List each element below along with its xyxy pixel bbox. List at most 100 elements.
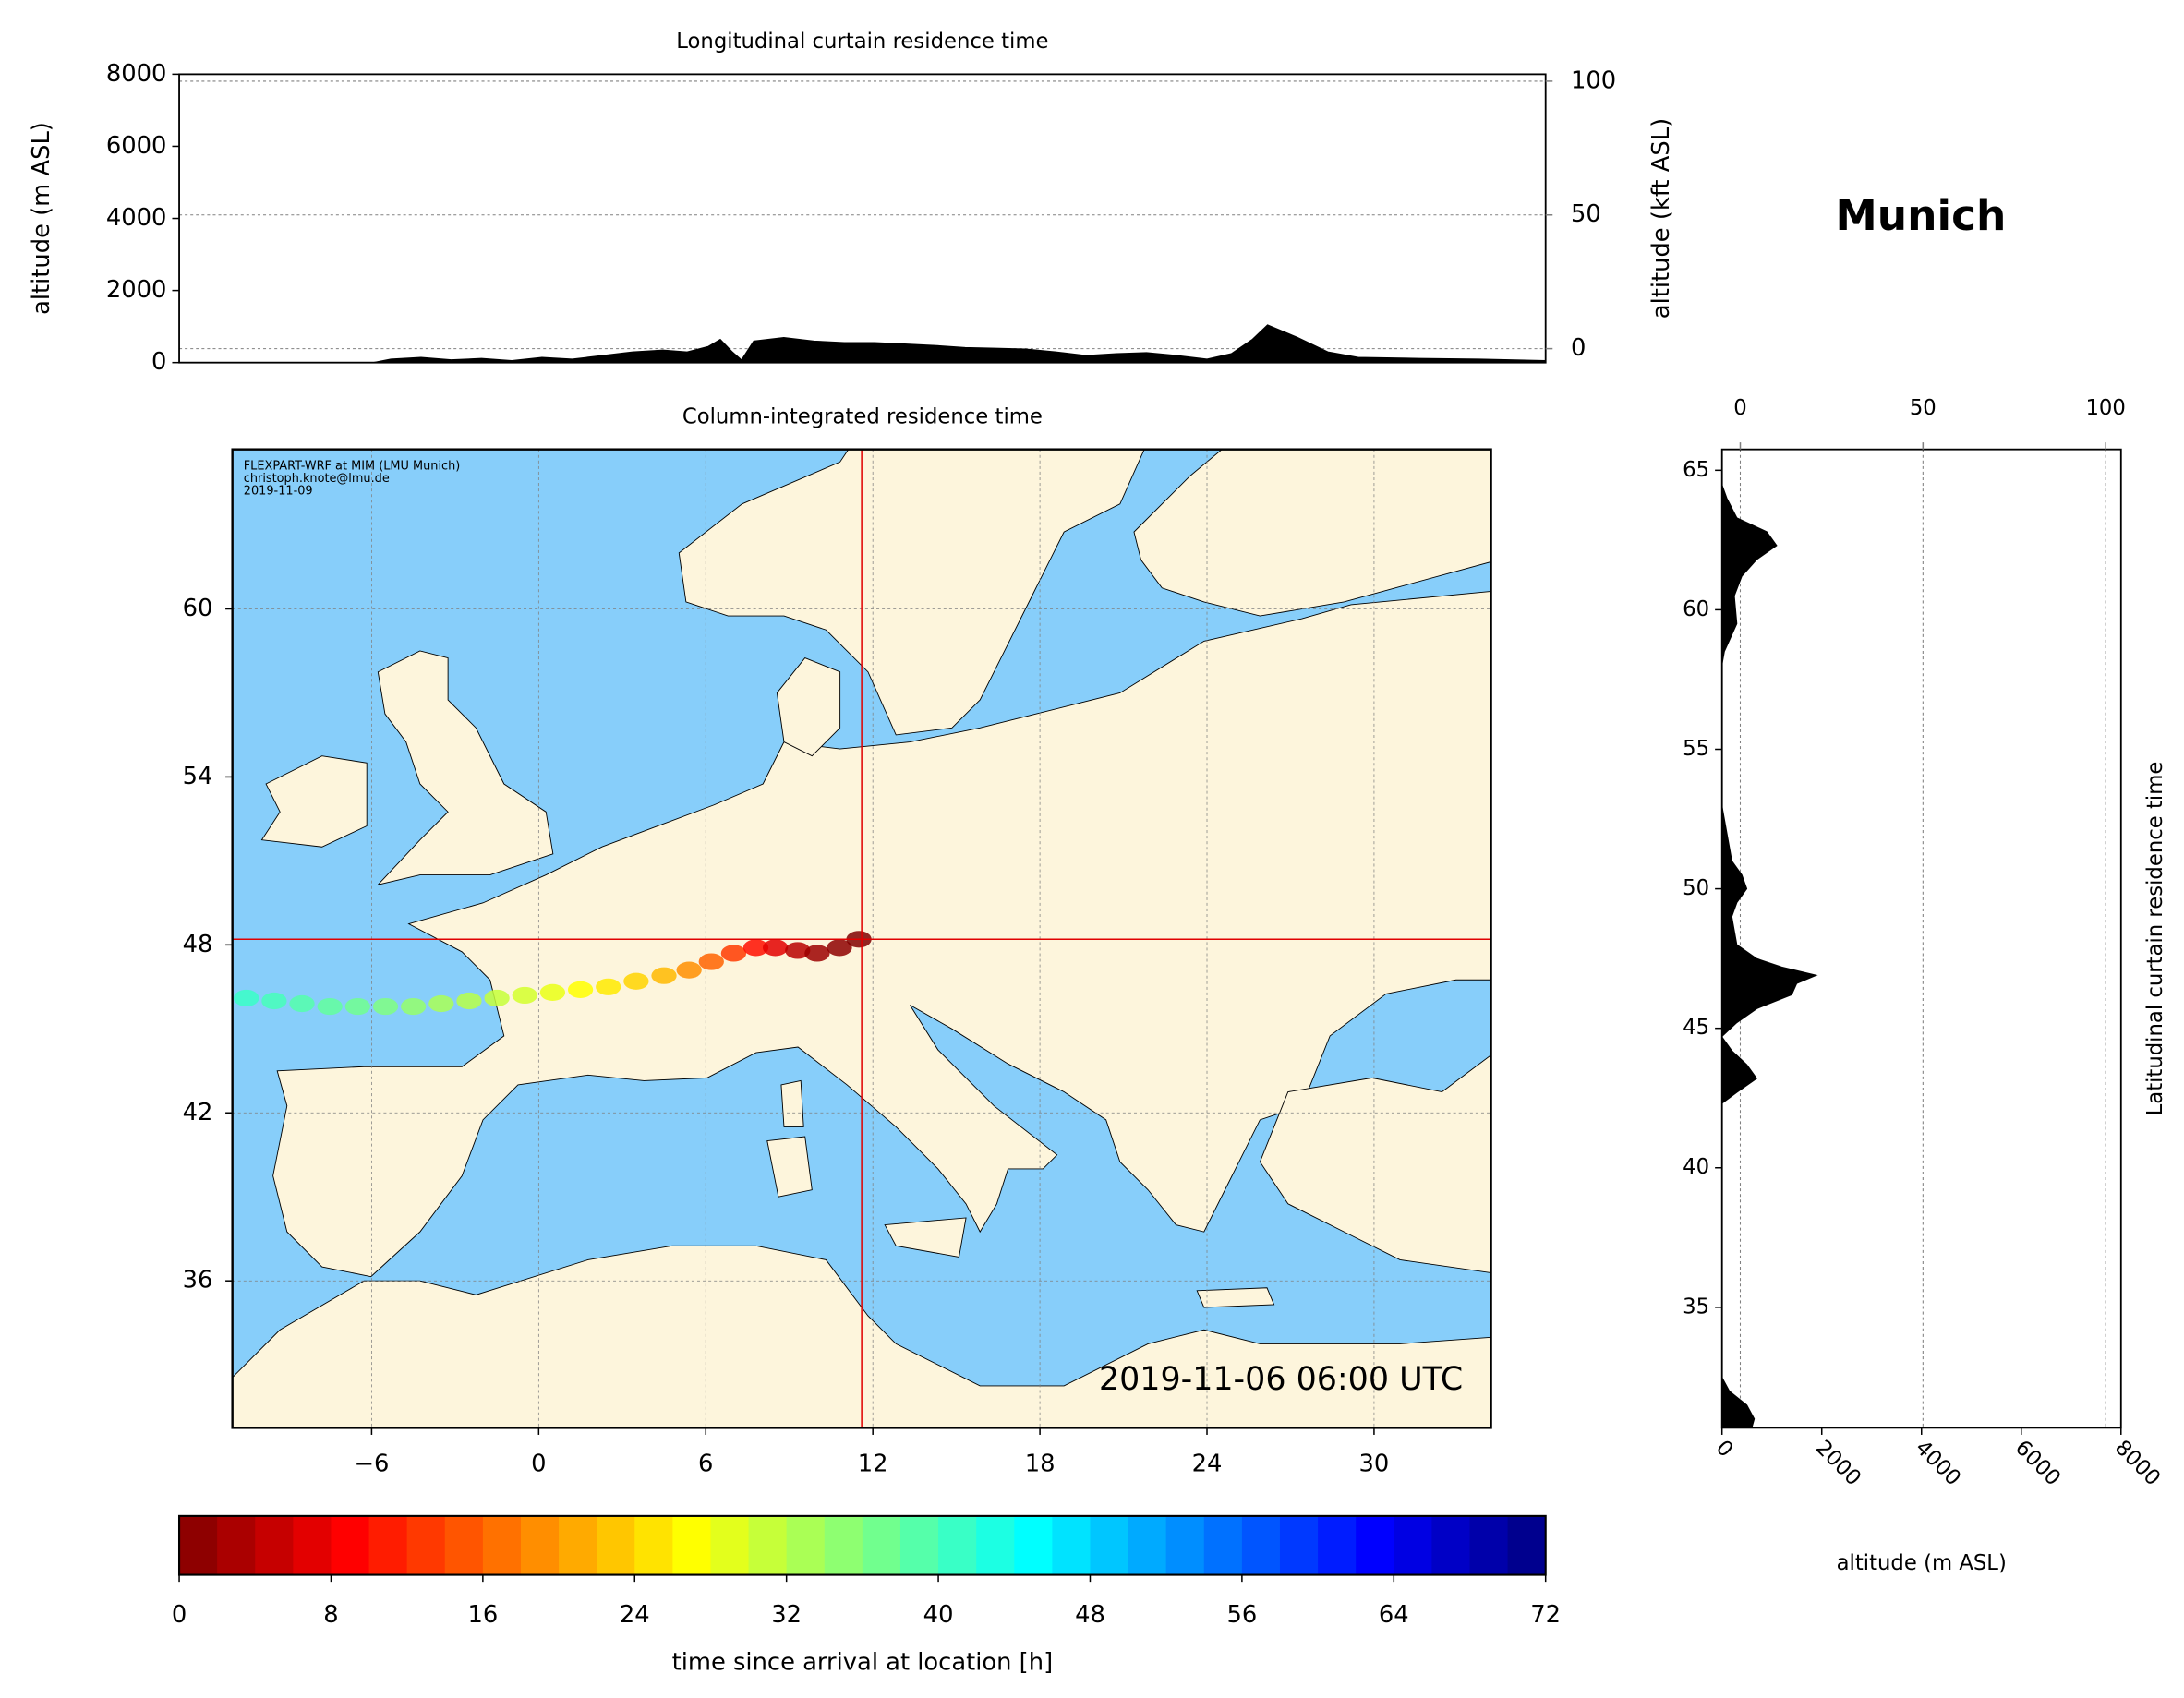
colorbar-step xyxy=(748,1515,788,1575)
colorbar-step xyxy=(217,1515,257,1575)
trajectory-point xyxy=(401,997,427,1016)
trajectory-point xyxy=(372,997,399,1016)
land xyxy=(766,1136,813,1198)
trajectory-point xyxy=(596,978,621,995)
colorbar-step xyxy=(672,1515,712,1575)
figure-title: Munich xyxy=(1836,191,2007,240)
x2-tick-label: 0 xyxy=(1733,396,1746,420)
credit-line: 2019-11-09 xyxy=(244,485,313,499)
x-tick-label: 8000 xyxy=(2110,1436,2165,1490)
trajectory-point xyxy=(344,997,370,1016)
colorbar-step xyxy=(1241,1515,1281,1575)
colorbar-step xyxy=(1318,1515,1357,1575)
colorbar-step xyxy=(406,1515,446,1575)
land xyxy=(776,657,841,757)
colorbar-step xyxy=(368,1515,408,1575)
frame xyxy=(231,448,1492,1429)
colorbar-step xyxy=(1431,1515,1471,1575)
trajectory-point xyxy=(676,961,702,979)
y2-tick-label: 0 xyxy=(1571,334,1586,362)
frame xyxy=(177,1514,1547,1576)
credit-line: FLEXPART-WRF at MIM (LMU Munich) xyxy=(244,459,461,473)
trajectory-point xyxy=(785,942,811,959)
colorbar-step xyxy=(597,1515,636,1575)
colorbar-step xyxy=(1165,1515,1205,1575)
trajectory-point xyxy=(317,997,343,1016)
land xyxy=(1133,449,1491,617)
x2-tick-label: 100 xyxy=(2085,396,2125,420)
y-tick-label: 0 xyxy=(151,348,166,376)
x-tick-label: 6000 xyxy=(2010,1436,2065,1490)
x-tick-label: 0 xyxy=(172,1601,187,1629)
y-tick-label: 8000 xyxy=(106,60,167,88)
colorbar-step xyxy=(520,1515,560,1575)
chart-title: Longitudinal curtain residence time xyxy=(676,30,1048,54)
timestamp: 2019-11-06 06:00 UTC xyxy=(1099,1361,1463,1398)
y-tick-label: 48 xyxy=(183,931,213,958)
x-tick-label: 24 xyxy=(620,1601,650,1629)
chart-title: Column-integrated residence time xyxy=(682,404,1043,428)
colorbar-step xyxy=(179,1515,218,1575)
colorbar-step xyxy=(293,1515,332,1575)
trajectory-point xyxy=(567,981,594,998)
x-tick-label: 72 xyxy=(1530,1601,1561,1629)
colorbar-step xyxy=(1279,1515,1319,1575)
x-tick-label: 16 xyxy=(467,1601,498,1629)
trajectory-point xyxy=(827,939,852,957)
colorbar-step xyxy=(331,1515,370,1575)
colorbar-step xyxy=(255,1515,295,1575)
colorbar-step xyxy=(1128,1515,1167,1575)
credit-line: christoph.knote@lmu.de xyxy=(244,472,390,486)
y-tick-label: 60 xyxy=(1683,597,1709,621)
trajectory-point xyxy=(720,945,747,962)
x-tick-label: 48 xyxy=(1075,1601,1105,1629)
y-tick-label: 60 xyxy=(183,595,213,622)
y2-tick-label: 50 xyxy=(1571,200,1601,228)
trajectory-point xyxy=(651,967,677,984)
x-tick-label: 4000 xyxy=(1911,1436,1965,1490)
frame xyxy=(178,73,1547,364)
x-tick-label: 18 xyxy=(1025,1450,1056,1477)
terrain-area xyxy=(1721,449,1818,1428)
y-tick-label: 50 xyxy=(1683,876,1709,900)
trajectory-point xyxy=(804,945,830,962)
land xyxy=(1196,1287,1275,1308)
y-axis-label: altitude (m ASL) xyxy=(28,122,55,315)
colorbar-step xyxy=(1356,1515,1395,1575)
x-tick-label: 0 xyxy=(1711,1436,1738,1463)
colorbar-step xyxy=(634,1515,674,1575)
y-tick-label: 4000 xyxy=(106,204,167,232)
y-tick-label: 55 xyxy=(1683,737,1709,761)
trajectory-point xyxy=(289,994,315,1013)
colorbar-step xyxy=(938,1515,977,1575)
land xyxy=(376,650,554,885)
colorbar-step xyxy=(444,1515,484,1575)
land xyxy=(1259,1054,1491,1273)
colorbar-step xyxy=(976,1515,1016,1575)
x-axis-label: time since arrival at location [h] xyxy=(672,1649,1054,1677)
colorbar-step xyxy=(1394,1515,1433,1575)
trajectory-point xyxy=(512,986,537,1005)
x-tick-label: 2000 xyxy=(1811,1436,1865,1490)
y-tick-label: 6000 xyxy=(106,132,167,160)
trajectory-point xyxy=(261,992,287,1010)
x-axis-label: altitude (m ASL) xyxy=(1837,1551,2007,1575)
trajectory-point xyxy=(456,992,482,1010)
x-tick-label: 32 xyxy=(771,1601,802,1629)
land-group xyxy=(232,449,1491,1428)
x-tick-label: 30 xyxy=(1359,1450,1390,1477)
trajectory-point xyxy=(623,972,649,990)
x-tick-label: 8 xyxy=(323,1601,338,1629)
colorbar-step xyxy=(786,1515,826,1575)
trajectory-point xyxy=(428,994,454,1013)
colorbar-step xyxy=(1203,1515,1243,1575)
colorbar-step xyxy=(1052,1515,1092,1575)
y2-axis-label: altitude (kft ASL) xyxy=(1647,118,1675,319)
x-tick-label: 40 xyxy=(923,1601,954,1629)
colorbar-step xyxy=(482,1515,522,1575)
y-tick-label: 45 xyxy=(1683,1016,1709,1040)
land xyxy=(272,591,1491,1278)
frame xyxy=(1720,448,2122,1429)
